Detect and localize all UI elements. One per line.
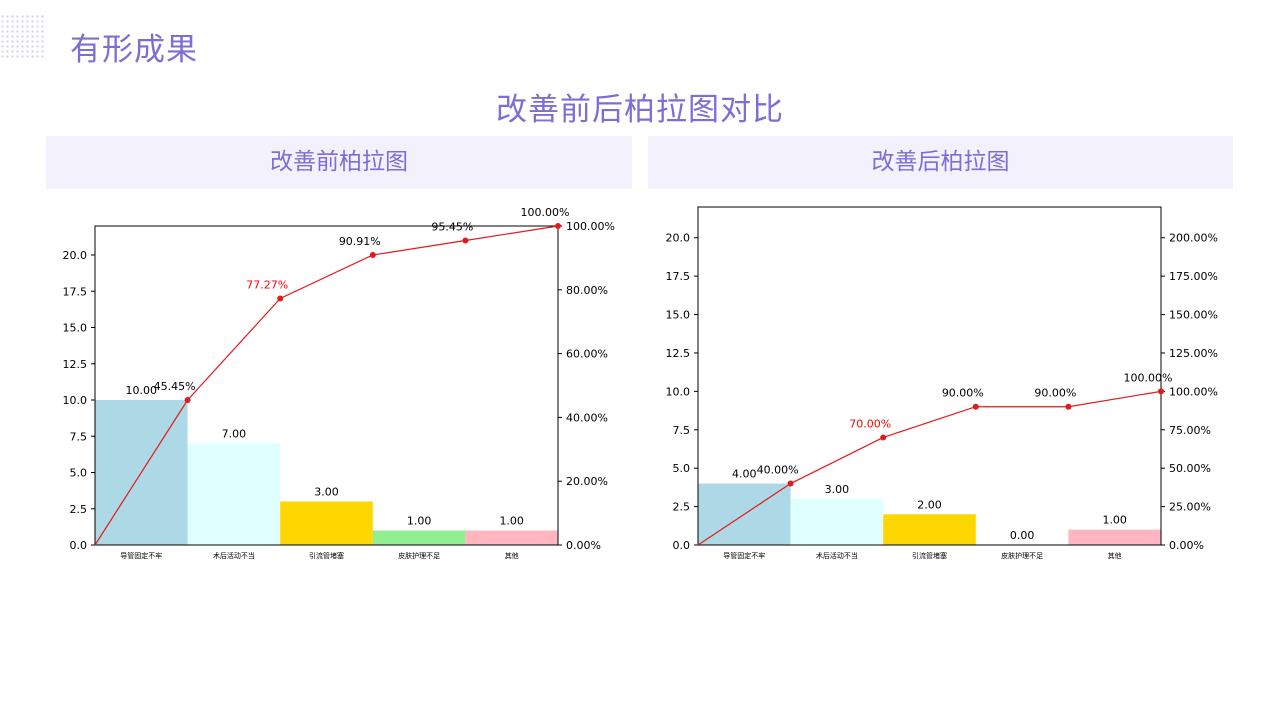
slide-title: 有形成果 xyxy=(70,32,198,68)
bar-value-label: 10.00 xyxy=(126,384,158,397)
bar-value-label: 0.00 xyxy=(1010,529,1035,542)
cumulative-point xyxy=(277,295,284,302)
cumulative-line xyxy=(94,225,559,546)
plot-frame xyxy=(94,225,559,546)
y-tick-label: 10.0 xyxy=(63,394,88,407)
decorative-dot-grid xyxy=(0,14,44,60)
bar xyxy=(1068,529,1161,545)
x-tick-label: 皮肤护理不足 xyxy=(1001,551,1043,560)
bar-value-label: 7.00 xyxy=(222,428,247,441)
bar-value-label: 1.00 xyxy=(1102,514,1127,527)
cumulative-label: 100.00% xyxy=(1124,371,1173,384)
bar-value-label: 1.00 xyxy=(407,515,432,528)
cumulative-point xyxy=(880,434,887,441)
cumulative-label: 45.45% xyxy=(154,380,196,393)
cumulative-label: 95.45% xyxy=(431,221,473,234)
y-tick-label: 2.5 xyxy=(70,503,88,516)
y-tick-label: 17.5 xyxy=(666,270,691,283)
cumulative-line xyxy=(697,390,1162,546)
main-title: 改善前后柏拉图对比 xyxy=(496,92,784,128)
y2-tick-label: 50.00% xyxy=(1169,462,1211,475)
y-tick-label: 2.5 xyxy=(673,501,691,514)
plot-frame xyxy=(697,206,1162,546)
y-tick-label: 5.0 xyxy=(673,462,691,475)
pareto-chart-before: 10.00 导管固定不牢 7.00 术后活动不当 3.00 引流管堵塞 1.00 皮肤护理不足… xyxy=(63,206,615,560)
y2-tick-label: 60.00% xyxy=(566,348,608,361)
bar xyxy=(790,498,884,545)
bar-value-label: 3.00 xyxy=(314,486,339,499)
y-tick-label: 15.0 xyxy=(63,322,88,335)
x-tick-label: 其他 xyxy=(1108,551,1122,560)
y-tick-label: 17.5 xyxy=(63,285,88,298)
y2-tick-label: 25.00% xyxy=(1169,501,1211,514)
x-tick-label: 术后活动不当 xyxy=(816,551,858,560)
cumulative-point xyxy=(555,223,561,229)
cumulative-label: 40.00% xyxy=(757,464,799,477)
y-tick-label: 0.0 xyxy=(70,539,88,552)
bar xyxy=(883,514,976,545)
y2-tick-label: 175.00% xyxy=(1169,270,1218,283)
cumulative-point xyxy=(1158,388,1164,395)
x-tick-label: 术后活动不当 xyxy=(213,551,255,560)
y-tick-label: 10.0 xyxy=(666,385,691,398)
bar-value-label: 1.00 xyxy=(499,515,524,528)
y2-tick-label: 150.00% xyxy=(1169,309,1218,322)
bar xyxy=(280,501,373,545)
x-tick-label: 其他 xyxy=(505,551,519,560)
cumulative-label: 90.00% xyxy=(942,387,984,400)
cumulative-label: 100.00% xyxy=(521,206,570,219)
y2-tick-label: 75.00% xyxy=(1169,424,1211,437)
y-tick-label: 5.0 xyxy=(70,467,88,480)
y2-tick-label: 0.00% xyxy=(566,539,601,552)
y-tick-label: 7.5 xyxy=(673,424,691,437)
cumulative-point xyxy=(1065,403,1072,410)
x-tick-label: 引流管堵塞 xyxy=(912,551,947,560)
bar-value-label: 3.00 xyxy=(825,483,850,496)
y-tick-label: 20.0 xyxy=(63,249,88,262)
y2-tick-label: 100.00% xyxy=(1169,385,1218,398)
y-tick-label: 0.0 xyxy=(673,539,691,552)
cumulative-point xyxy=(369,251,376,258)
x-tick-label: 导管固定不牢 xyxy=(723,551,765,560)
y2-tick-label: 200.00% xyxy=(1169,232,1218,245)
y2-tick-label: 20.00% xyxy=(566,475,608,488)
bar xyxy=(465,530,558,545)
cumulative-label: 77.27% xyxy=(246,279,288,292)
cumulative-point xyxy=(462,237,469,244)
x-tick-label: 引流管堵塞 xyxy=(309,551,344,560)
x-tick-label: 导管固定不牢 xyxy=(120,551,162,560)
y2-tick-label: 80.00% xyxy=(566,284,608,297)
x-tick-label: 皮肤护理不足 xyxy=(398,551,440,560)
y2-tick-label: 100.00% xyxy=(566,220,615,233)
y-tick-label: 20.0 xyxy=(666,232,691,245)
cumulative-label: 90.91% xyxy=(339,235,381,248)
y-tick-label: 15.0 xyxy=(666,309,691,322)
bar xyxy=(187,443,281,545)
cumulative-label: 90.00% xyxy=(1034,387,1076,400)
y-tick-label: 12.5 xyxy=(63,358,88,371)
cumulative-label: 70.00% xyxy=(849,417,891,430)
panel-header-before: 改善前柏拉图 xyxy=(46,136,632,189)
y-tick-label: 12.5 xyxy=(666,347,691,360)
cumulative-point xyxy=(787,480,794,487)
bar-value-label: 2.00 xyxy=(917,498,942,511)
panel-header-after: 改善后柏拉图 xyxy=(648,136,1233,189)
cumulative-point xyxy=(184,397,191,404)
y2-tick-label: 0.00% xyxy=(1169,539,1204,552)
bar-value-label: 4.00 xyxy=(732,468,757,481)
y2-tick-label: 40.00% xyxy=(566,411,608,424)
y-tick-label: 7.5 xyxy=(70,430,88,443)
y2-tick-label: 125.00% xyxy=(1169,347,1218,360)
bar xyxy=(372,530,466,545)
cumulative-point xyxy=(972,403,979,410)
